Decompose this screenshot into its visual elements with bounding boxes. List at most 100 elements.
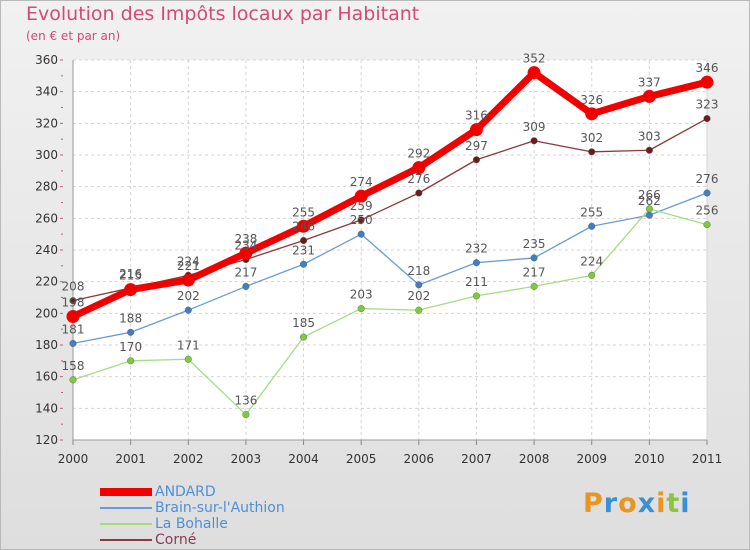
data-point [472,259,480,267]
data-point [645,211,653,219]
data-label: 250 [350,213,373,227]
data-point [181,273,195,287]
data-label: 136 [234,394,257,408]
y-tick-label: 180 [35,338,58,352]
data-point [703,115,711,123]
data-label: 211 [465,275,488,289]
x-tick-label: 2006 [404,452,435,466]
data-label: 234 [234,239,257,253]
data-label: 316 [465,109,488,123]
data-point [357,305,365,313]
data-label: 276 [696,172,719,186]
y-tick-label: 280 [35,180,58,194]
data-label: 238 [234,232,257,246]
data-label: 202 [407,289,430,303]
data-point [412,161,426,175]
data-point [527,66,541,80]
x-tick-label: 2011 [692,452,723,466]
data-label: 262 [638,194,661,208]
legend-swatch [100,539,152,541]
axes: 120 140 160 180 200 220 240 260 280 300 320 340 360 2… [35,53,722,466]
data-point [415,189,423,197]
data-label: 292 [407,147,430,161]
data-point [588,222,596,230]
proxiti-logo: Proxiti [583,488,691,519]
legend-swatch [100,523,152,525]
series-line [72,192,708,345]
series-line [69,69,711,320]
y-tick-label: 260 [35,211,58,225]
data-label: 246 [292,220,315,234]
data-point [415,306,423,314]
data-point [66,310,80,323]
x-tick-label: 2008 [519,452,550,466]
x-tick-label: 2005 [346,452,377,466]
y-tick-label: 220 [35,275,58,289]
plot-area [73,60,707,440]
data-point [472,292,480,300]
x-tick-label: 2007 [461,452,492,466]
data-point [69,376,77,384]
data-label: 221 [177,259,200,273]
x-tick-label: 2004 [288,452,319,466]
data-label: 235 [523,237,546,251]
data-label: 232 [465,242,488,256]
data-label: 217 [523,265,546,279]
y-tick-label: 120 [35,433,58,447]
y-tick-label: 200 [35,306,58,320]
data-point [530,282,538,290]
data-point [642,89,656,103]
data-label: 266 [638,188,661,202]
legend-label: Brain-sur-l'Authion [155,500,285,516]
data-label: 259 [350,199,373,213]
data-label: 181 [62,322,85,336]
data-point [300,236,308,244]
data-point [530,137,538,145]
data-label: 217 [234,265,257,279]
x-tick-label: 2009 [576,452,607,466]
data-label: 276 [407,172,430,186]
data-label: 208 [62,280,85,294]
data-point [415,281,423,289]
data-point [127,328,135,336]
x-tick-label: 2002 [173,452,204,466]
data-label: 323 [696,98,719,112]
chart-subtitle: (en € et par an) [26,29,121,43]
y-tick-label: 140 [35,401,58,415]
y-tick-label: 240 [35,243,58,257]
data-label: 274 [350,175,373,189]
data-point [585,107,599,121]
data-point [300,333,308,341]
data-label: 185 [292,316,315,330]
grid [73,59,708,441]
data-point [645,146,653,154]
legend-swatch [100,507,152,509]
data-label: 158 [62,359,85,373]
data-point [184,306,192,314]
data-label: 309 [523,120,546,134]
data-point [357,230,365,238]
y-tick-label: 160 [35,370,58,384]
legend-label: ANDARD [155,484,216,500]
data-label: 326 [580,93,603,107]
x-tick-label: 2001 [115,452,146,466]
data-point [242,411,250,419]
x-tick-label: 2000 [58,452,89,466]
series-line [72,117,708,302]
data-label: 215 [119,269,142,283]
data-label: 255 [580,205,603,219]
y-tick-label: 320 [35,116,58,130]
data-label: 255 [292,205,315,219]
data-label: 297 [465,139,488,153]
data-point [703,189,711,197]
data-label: 352 [523,52,546,66]
data-point [645,205,653,213]
data-label: 231 [292,243,315,257]
data-point [703,221,711,229]
data-point [69,297,77,305]
series-brain-sur-l-authion [69,189,711,347]
data-point [242,282,250,290]
data-point [69,339,77,347]
data-point [184,355,192,363]
